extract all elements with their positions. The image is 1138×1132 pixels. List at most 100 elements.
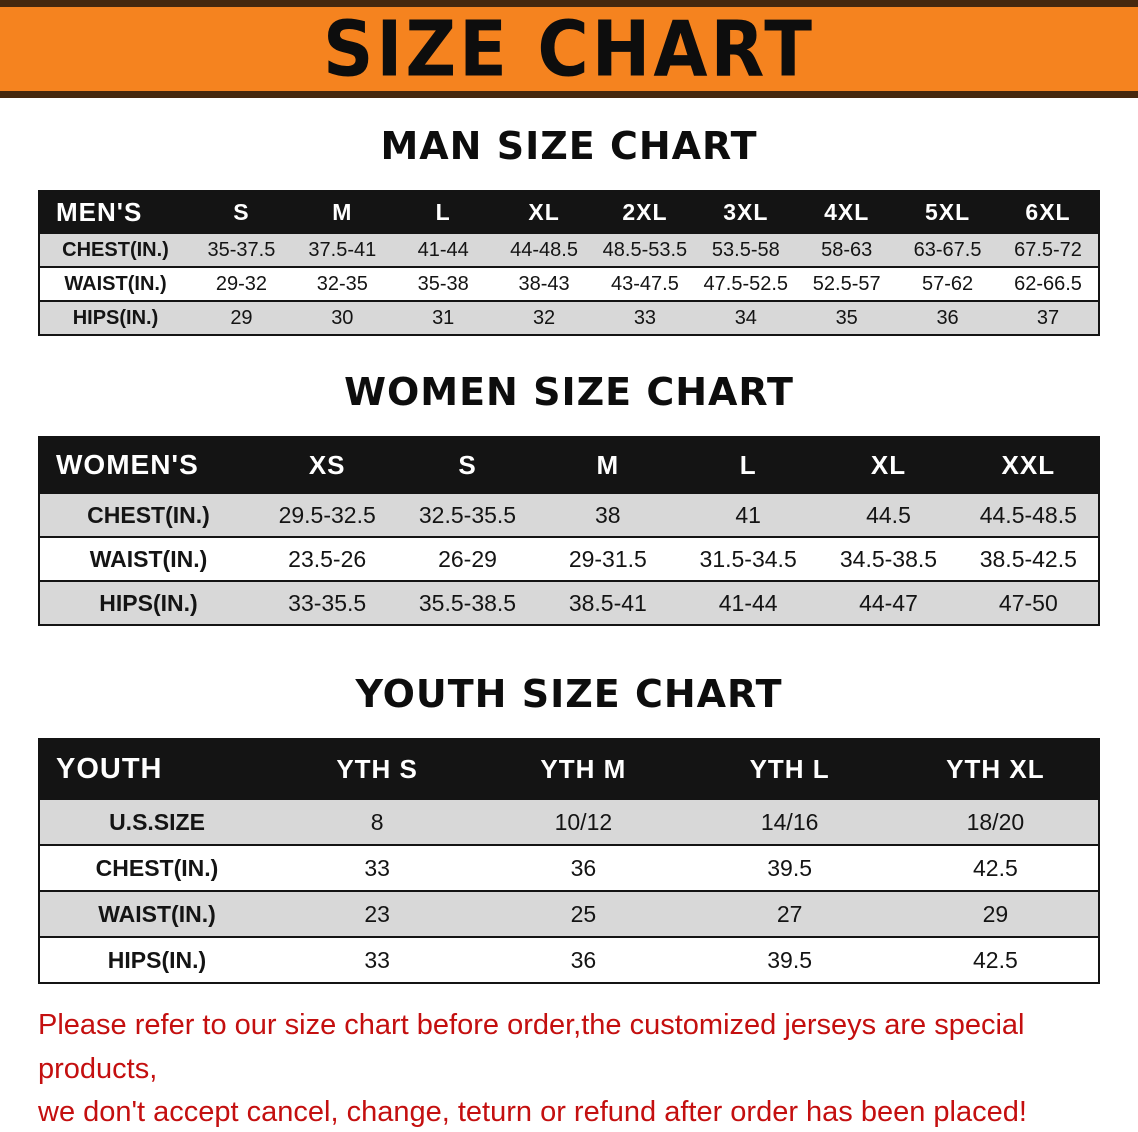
size-column-header: 6XL xyxy=(998,191,1099,233)
measurement-value: 44-48.5 xyxy=(510,238,578,261)
size-column-header: 2XL xyxy=(594,191,696,233)
measurement-value: 35-37.5 xyxy=(207,238,276,261)
table-row: WAIST(IN.) 29-32 32-35 35-38 38-43 43-47.5 47.… xyxy=(39,267,1099,301)
measurement-value: 41 xyxy=(735,501,761,528)
measurement-value: 35 xyxy=(835,306,858,329)
size-column-header: YTH S xyxy=(274,739,481,799)
measurement-value: 42.5 xyxy=(972,854,1018,881)
measurement-value: 33 xyxy=(633,306,657,329)
measurement-value: 52.5-57 xyxy=(812,272,881,295)
measurement-value: 29 xyxy=(230,306,253,329)
size-column-header: YTH L xyxy=(686,739,893,799)
measurement-value: 37 xyxy=(1036,306,1060,329)
measurement-value: 57-62 xyxy=(921,272,974,295)
measurement-value: 38 xyxy=(595,501,621,528)
measurement-value: 53.5-58 xyxy=(711,238,780,261)
size-column-header: L xyxy=(677,437,819,493)
measurement-label: WAIST(IN.) xyxy=(89,545,208,572)
size-column-header: 4XL xyxy=(796,191,898,233)
measurement-label: CHEST(IN.) xyxy=(62,238,169,261)
measurement-value: 32.5-35.5 xyxy=(418,501,517,528)
table-corner-label: WOMEN'S xyxy=(39,437,257,493)
size-column-header: YTH M xyxy=(480,739,687,799)
men-size-section: MAN SIZE CHART MEN'S S M L XL 2XL 3XL 4XL 5XL 6XL… xyxy=(0,124,1138,336)
measurement-value: 43-47.5 xyxy=(611,272,679,295)
measurement-value: 48.5-53.5 xyxy=(602,238,688,261)
women-size-section: WOMEN SIZE CHART WOMEN'S XS S M L XL XXL CHEST(… xyxy=(0,370,1138,626)
footer-line-2: we don't accept cancel, change, teturn o… xyxy=(38,1096,1027,1128)
measurement-value: 38.5-41 xyxy=(568,589,647,616)
measurement-value: 33 xyxy=(364,854,390,881)
size-column-header: XL xyxy=(818,437,959,493)
footer-note: Please refer to our size chart before or… xyxy=(38,1004,1100,1132)
measurement-value: 38.5-42.5 xyxy=(979,545,1077,572)
mens-size-table: MEN'S S M L XL 2XL 3XL 4XL 5XL 6XL CHEST(IN.) 35-37… xyxy=(38,190,1100,336)
measurement-value: 36 xyxy=(570,854,597,881)
measurement-value: 62-66.5 xyxy=(1014,272,1082,295)
measurement-value: 44-47 xyxy=(859,589,918,616)
measurement-value: 39.5 xyxy=(767,854,812,881)
measurement-value: 29-32 xyxy=(215,272,268,295)
measurement-value: 23 xyxy=(364,900,390,927)
measurement-value: 27 xyxy=(776,900,803,927)
table-row: CHEST(IN.) 33 36 39.5 42.5 xyxy=(39,845,1099,891)
size-column-header: 3XL xyxy=(695,191,797,233)
size-column-header: L xyxy=(392,191,494,233)
measurement-value: 31 xyxy=(432,306,455,329)
measurement-label: WAIST(IN.) xyxy=(64,272,167,295)
measurement-label: HIPS(IN.) xyxy=(72,306,159,329)
table-row: CHEST(IN.) 29.5-32.5 32.5-35.5 38 41 44.5 44.5… xyxy=(39,493,1099,537)
measurement-value: 63-67.5 xyxy=(913,238,982,261)
measurement-value: 39.5 xyxy=(767,946,812,973)
youth-section-heading: YOUTH SIZE CHART xyxy=(355,672,783,716)
measurement-label: HIPS(IN.) xyxy=(99,589,198,616)
table-row: U.S.SIZE 8 10/12 14/16 18/20 xyxy=(39,799,1099,845)
measurement-value: 44.5 xyxy=(866,501,911,528)
table-row: HIPS(IN.) 29 30 31 32 33 34 35 36 37 xyxy=(39,301,1099,335)
measurement-value: 35-38 xyxy=(417,272,469,295)
measurement-value: 33-35.5 xyxy=(288,589,367,616)
measurement-label: HIPS(IN.) xyxy=(107,946,207,973)
size-column-header: M xyxy=(537,437,678,493)
measurement-value: 32-35 xyxy=(316,272,368,295)
size-column-header: S xyxy=(397,437,538,493)
measurement-value: 29.5-32.5 xyxy=(278,501,376,528)
measurement-value: 10/12 xyxy=(554,808,613,835)
size-column-header: XXL xyxy=(958,437,1099,493)
table-corner-label: MEN'S xyxy=(39,191,191,233)
footer-line-1: Please refer to our size chart before or… xyxy=(38,1009,1025,1085)
measurement-value: 58-63 xyxy=(821,238,873,261)
measurement-value: 14/16 xyxy=(760,808,819,835)
measurement-value: 41-44 xyxy=(417,238,469,261)
measurement-label: U.S.SIZE xyxy=(109,808,205,835)
womens-size-table: WOMEN'S XS S M L XL XXL CHEST(IN.) 29.5-32.5 32.5… xyxy=(38,436,1100,626)
men-section-heading: MAN SIZE CHART xyxy=(380,124,758,168)
size-column-header: S xyxy=(191,191,292,233)
table-row: WAIST(IN.) 23 25 27 29 xyxy=(39,891,1099,937)
measurement-value: 41-44 xyxy=(718,589,778,616)
measurement-value: 37.5-41 xyxy=(308,238,377,261)
youth-size-table: YOUTH YTH S YTH M YTH L YTH XL U.S.SIZE 8 10/12… xyxy=(38,738,1100,984)
measurement-value: 67.5-72 xyxy=(1014,238,1082,261)
measurement-value: 30 xyxy=(331,306,354,329)
women-section-heading: WOMEN SIZE CHART xyxy=(344,370,794,414)
measurement-value: 36 xyxy=(936,306,959,329)
measurement-value: 44.5-48.5 xyxy=(979,501,1077,528)
measurement-value: 42.5 xyxy=(972,946,1018,973)
size-column-header: M xyxy=(291,191,393,233)
measurement-value: 35.5-38.5 xyxy=(418,589,517,616)
size-column-header: XL xyxy=(493,191,595,233)
measurement-value: 29 xyxy=(982,900,1009,927)
table-row: HIPS(IN.) 33 36 39.5 42.5 xyxy=(39,937,1099,983)
measurement-value: 29-31.5 xyxy=(568,545,647,572)
measurement-value: 36 xyxy=(570,946,597,973)
table-corner-label: YOUTH xyxy=(39,739,274,799)
measurement-value: 38-43 xyxy=(518,272,570,295)
table-header-row: YOUTH YTH S YTH M YTH L YTH XL xyxy=(39,739,1099,799)
size-column-header: XS xyxy=(257,437,398,493)
table-header-row: WOMEN'S XS S M L XL XXL xyxy=(39,437,1099,493)
table-row: WAIST(IN.) 23.5-26 26-29 29-31.5 31.5-34.5 34… xyxy=(39,537,1099,581)
measurement-value: 25 xyxy=(570,900,597,927)
size-chart-banner: SIZE CHART xyxy=(0,0,1138,98)
measurement-value: 23.5-26 xyxy=(288,545,367,572)
